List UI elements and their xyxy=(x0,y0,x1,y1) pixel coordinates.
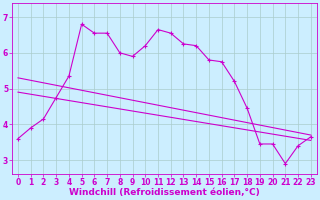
X-axis label: Windchill (Refroidissement éolien,°C): Windchill (Refroidissement éolien,°C) xyxy=(69,188,260,197)
